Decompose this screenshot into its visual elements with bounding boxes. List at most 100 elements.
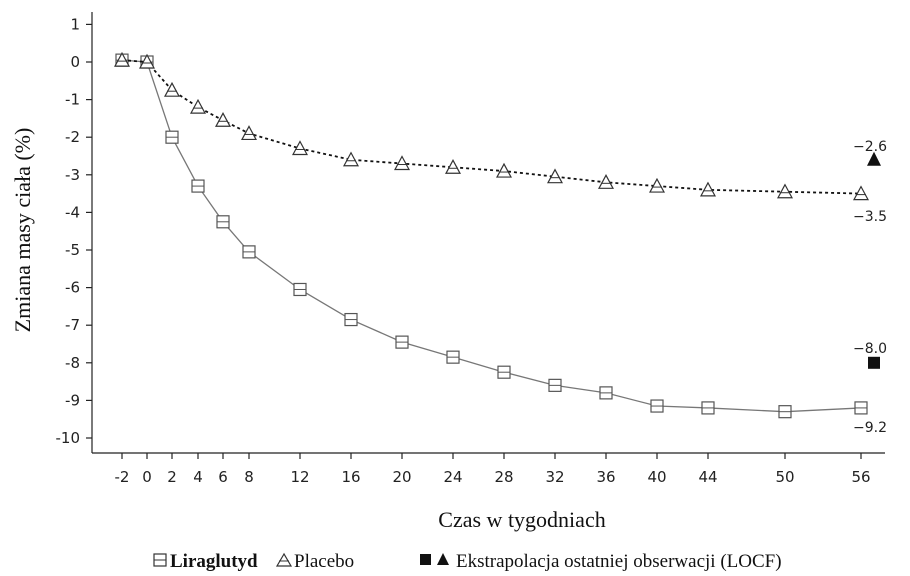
placebo-point-tri — [214, 112, 232, 127]
legend-lira-marker — [153, 553, 167, 567]
placebo-point-tri — [291, 140, 309, 156]
series-line-placebo — [121, 59, 862, 195]
placebo-point-tri — [113, 51, 131, 67]
y-tick-label: -7 — [65, 316, 80, 334]
series-layer — [113, 51, 870, 419]
x-tick-label: -2 — [115, 468, 130, 486]
y-tick-label: -2 — [65, 128, 80, 146]
x-axis-label: Czas w tygodniach — [438, 507, 605, 532]
lira-point — [650, 399, 664, 413]
y-tick-label: -8 — [65, 354, 80, 372]
placebo-point-tri — [393, 155, 411, 171]
placebo-point-tri — [495, 162, 513, 178]
y-ticks: 1 0 -1 -2 -3 -4 -5 -6 -7 -8 -9 -10 — [56, 15, 92, 447]
x-tick-label: 24 — [443, 468, 462, 486]
x-tick-label: 36 — [596, 468, 615, 486]
x-tick-label: 40 — [647, 468, 666, 486]
lira-point — [242, 245, 256, 259]
legend-locf-label: Ekstrapolacja ostatniej obserwacji (LOCF… — [456, 551, 782, 572]
lira-point — [548, 378, 562, 392]
placebo-point-tri — [852, 185, 870, 201]
lira-point — [854, 401, 868, 415]
lira-point — [395, 335, 409, 349]
y-tick-label: -1 — [65, 91, 80, 109]
placebo-point — [495, 162, 513, 178]
y-tick-label: -3 — [65, 166, 80, 184]
x-tick-label: 20 — [392, 468, 411, 486]
lira-point — [293, 282, 307, 297]
lira-point — [191, 179, 205, 193]
legend: Liraglutyd Placebo Ekstrapolacja ostatni… — [153, 551, 782, 572]
lira-point — [344, 312, 358, 327]
y-tick-label: 0 — [70, 53, 80, 71]
y-tick-label: -9 — [65, 391, 80, 409]
y-tick-label: 1 — [70, 15, 80, 33]
lira-point — [446, 350, 460, 364]
x-tick-label: 56 — [851, 468, 870, 486]
x-tick-label: 0 — [142, 468, 152, 486]
x-tick-label: 12 — [290, 468, 309, 486]
placebo-point-tri — [699, 181, 717, 197]
placebo-point-tri — [444, 159, 462, 174]
y-tick-label: -5 — [65, 241, 80, 259]
placebo-point-tri — [138, 53, 156, 69]
x-tick-label: 8 — [244, 468, 254, 486]
x-tick-label: 6 — [218, 468, 228, 486]
legend-placebo-marker — [275, 552, 293, 567]
x-tick-label: 4 — [193, 468, 203, 486]
locf-layer — [867, 151, 881, 369]
placebo-point — [214, 112, 232, 127]
x-tick-label: 32 — [545, 468, 564, 486]
axes — [91, 12, 885, 454]
locf-placebo-marker — [867, 151, 881, 166]
locf-lira-marker — [868, 356, 880, 369]
lira-point — [165, 130, 179, 144]
x-tick-label: 44 — [698, 468, 717, 486]
placebo-point-tri — [342, 151, 360, 167]
legend-locf-square-marker — [420, 554, 431, 565]
placebo-point — [444, 159, 462, 174]
series-line-liraglutyd — [121, 59, 862, 413]
placebo-point — [648, 177, 666, 193]
placebo-point — [342, 151, 360, 167]
x-tick-label: 28 — [494, 468, 513, 486]
legend-placebo-label: Placebo — [294, 551, 354, 572]
end-label-lira-end: −9.2 — [853, 420, 887, 436]
placebo-point — [291, 140, 309, 156]
x-tick-label: 16 — [341, 468, 360, 486]
placebo-point-tri — [648, 177, 666, 193]
placebo-point — [240, 125, 258, 141]
end-label-lira-locf: −8.0 — [853, 341, 887, 357]
lira-point — [599, 386, 613, 400]
placebo-point — [163, 81, 181, 97]
x-ticks: -2 0 2 4 6 8 12 16 20 24 28 32 36 40 44 50 56 — [115, 453, 871, 486]
legend-lira-label: Liraglutyd — [170, 551, 258, 572]
placebo-point-tri — [240, 125, 258, 141]
placebo-point-tri — [163, 81, 181, 97]
placebo-point-tri — [546, 168, 564, 184]
placebo-point — [546, 168, 564, 184]
y-axis-label: Zmiana masy ciała (%) — [10, 128, 35, 333]
y-tick-label: -4 — [65, 203, 80, 221]
x-tick-label: 2 — [167, 468, 177, 486]
placebo-point — [597, 174, 615, 189]
lira-point — [216, 215, 230, 229]
placebo-point-tri — [776, 183, 794, 199]
placebo-point — [699, 181, 717, 197]
placebo-point — [776, 183, 794, 199]
end-label-placebo-end: −3.5 — [853, 209, 887, 225]
end-label-placebo-locf: −2.6 — [853, 139, 887, 155]
x-tick-label: 50 — [775, 468, 794, 486]
lira-point — [778, 405, 792, 419]
placebo-point-tri — [189, 98, 207, 114]
placebo-point — [189, 98, 207, 114]
placebo-point — [138, 53, 156, 69]
y-tick-label: -6 — [65, 279, 80, 297]
legend-locf-triangle-marker — [437, 553, 449, 565]
placebo-point — [852, 185, 870, 201]
placebo-point-tri — [597, 174, 615, 189]
placebo-point — [393, 155, 411, 171]
lira-point — [497, 365, 511, 379]
y-tick-label: -10 — [56, 429, 81, 447]
